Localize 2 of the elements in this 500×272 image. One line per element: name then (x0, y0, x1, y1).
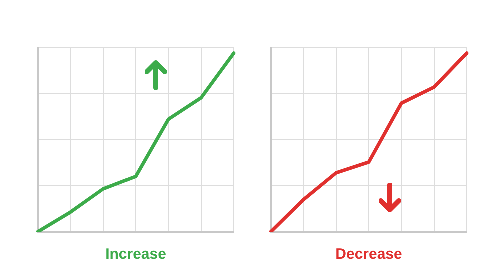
text: Increase (106, 246, 166, 264)
text: Decrease (336, 246, 402, 264)
